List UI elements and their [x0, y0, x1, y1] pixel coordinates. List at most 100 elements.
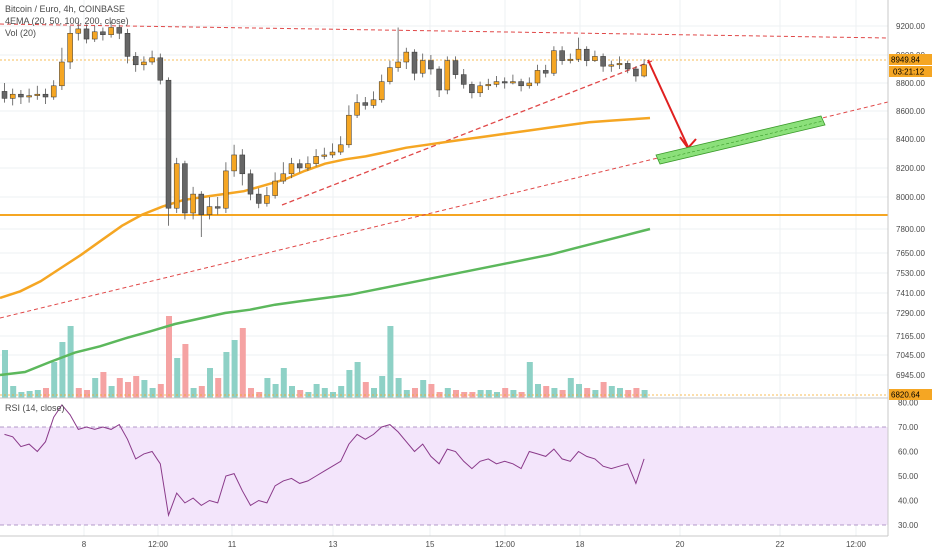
ema-legend: 4EMA (20, 50, 100, 200, close)	[5, 16, 129, 26]
candle-bearish	[460, 74, 467, 85]
volume-bar-up	[551, 388, 558, 398]
candle-bullish	[641, 64, 647, 77]
candle-bearish	[42, 93, 49, 98]
candle-bearish	[362, 102, 369, 106]
candle-timer-badge: 03:21:12	[893, 68, 925, 77]
volume-bar-up	[477, 390, 484, 398]
candle-bearish	[116, 27, 123, 34]
candle-bullish	[313, 156, 319, 164]
volume-bar-down	[362, 382, 369, 398]
candle-bearish	[583, 48, 590, 61]
candle-bullish	[534, 70, 541, 84]
target-zone[interactable]	[655, 115, 826, 165]
candle-bullish	[329, 151, 336, 156]
volume-bar-down	[157, 384, 164, 398]
volume-bar-up	[231, 340, 238, 398]
price-tick-label: 8400.00	[896, 135, 925, 144]
volume-bar-up	[190, 388, 197, 398]
volume-bar-down	[625, 390, 632, 398]
candle-bearish	[411, 51, 418, 74]
lower-channel-line[interactable]	[0, 101, 889, 319]
candle-bullish	[223, 170, 229, 209]
volume-bar-down	[166, 316, 172, 398]
candle-bearish	[198, 193, 205, 215]
volume-bar-up	[608, 386, 615, 398]
time-tick-label: 12:00	[846, 540, 867, 549]
candle-bearish	[214, 206, 221, 209]
candle-bearish	[124, 33, 131, 57]
candle-bullish	[75, 28, 82, 34]
price-tick-label: 9200.00	[896, 22, 925, 31]
candle-bullish	[510, 81, 516, 84]
volume-bar-up	[321, 388, 328, 398]
candle-bearish	[239, 154, 246, 175]
volume-bar-up	[354, 362, 361, 398]
candle-bearish	[501, 81, 508, 84]
candle-bullish	[419, 60, 426, 74]
volume-bar-up	[592, 390, 599, 398]
upper-trendline[interactable]	[0, 23, 889, 39]
price-tick-label: 8200.00	[896, 164, 925, 173]
volume-price-badge: 6820.64	[891, 391, 920, 400]
candle-bullish	[280, 173, 287, 182]
candle-bearish	[452, 60, 459, 75]
time-tick-label: 11	[228, 540, 237, 549]
volume-bar-down	[412, 388, 418, 398]
volume-bar-down	[559, 390, 566, 398]
candle-bearish	[518, 81, 524, 87]
candle-bullish	[575, 48, 582, 60]
candle-bearish	[255, 193, 262, 204]
volume-bar-down	[133, 376, 140, 398]
candle-bearish	[542, 70, 549, 74]
candle-bearish	[165, 79, 172, 209]
time-tick-label: 20	[676, 540, 685, 549]
candle-bullish	[231, 154, 237, 172]
candle-bearish	[600, 56, 606, 67]
volume-bar-up	[371, 388, 377, 398]
price-tick-label: 8000.00	[896, 193, 925, 202]
volume-bar-up	[67, 326, 74, 398]
price-tick-label: 8800.00	[896, 79, 925, 88]
candle-bearish	[182, 163, 188, 214]
volume-badge-bg	[889, 389, 932, 400]
volume-bar-down	[43, 388, 49, 398]
projection-arrow[interactable]	[647, 59, 689, 148]
candle-bearish	[83, 28, 90, 40]
time-tick-label: 15	[426, 540, 435, 549]
volume-bar-up	[420, 380, 427, 398]
volume-bar-down	[125, 382, 131, 398]
volume-bar-down	[256, 392, 263, 398]
candle-bearish	[18, 93, 24, 98]
candle-bullish	[387, 67, 393, 82]
rsi-tick-label: 80.00	[898, 399, 919, 408]
candle-bullish	[91, 31, 98, 40]
volume-bar-up	[338, 386, 345, 398]
volume-bar-up	[141, 380, 148, 398]
volume-bar-up	[280, 368, 287, 398]
volume-bar-down	[84, 390, 90, 398]
time-axis-ticks: 8 12:00 11 13 15 12:00 18 20 22 12:00	[82, 540, 867, 549]
volume-bar-down	[543, 386, 550, 398]
volume-bar-up	[444, 388, 451, 398]
volume-bar-up	[403, 390, 410, 398]
candle-bullish	[592, 56, 598, 61]
candle-bullish	[346, 114, 352, 146]
volume-bar-down	[297, 390, 304, 398]
candles	[1, 21, 647, 237]
candle-bullish	[403, 51, 410, 63]
timer-badge-bg	[889, 66, 932, 77]
rsi-tick-label: 40.00	[898, 497, 919, 506]
volume-bar-up	[535, 384, 541, 398]
candle-bearish	[247, 173, 254, 195]
candle-bullish	[59, 61, 65, 87]
volume-bar-up	[26, 391, 33, 398]
candle-bullish	[608, 64, 615, 67]
volume-bar-up	[108, 386, 115, 398]
candle-bearish	[633, 68, 639, 77]
candle-bearish	[469, 84, 475, 94]
target-zone-midline	[657, 120, 824, 161]
rising-trendline[interactable]	[281, 60, 653, 206]
volume-bar-up	[149, 388, 156, 398]
